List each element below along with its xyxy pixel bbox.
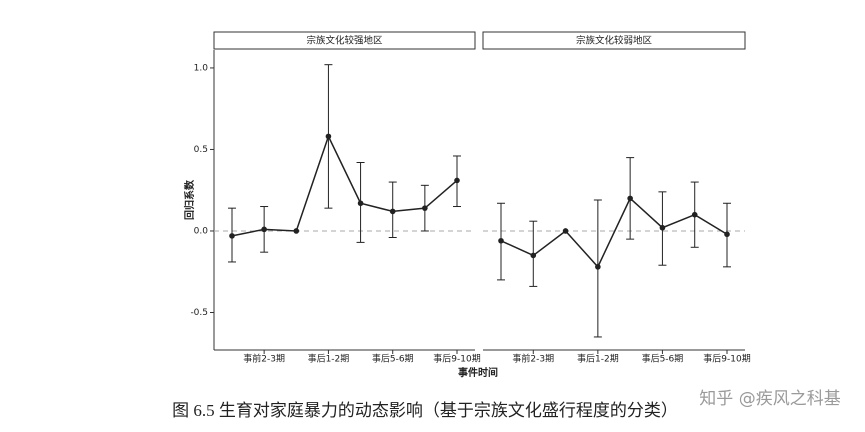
point <box>325 133 332 140</box>
point <box>422 205 428 211</box>
y-tick-label: 0.0 <box>194 226 209 236</box>
point <box>659 224 666 231</box>
y-tick-label: -0.5 <box>190 308 208 318</box>
point <box>293 228 300 234</box>
strip-title: 宗族文化较强地区 <box>306 35 383 47</box>
x-tick-label: 事后5-6期 <box>372 353 414 365</box>
point <box>229 233 235 239</box>
x-tick-label: 事后1-2期 <box>577 353 619 365</box>
point <box>389 208 396 215</box>
x-tick-label: 事后9-10期 <box>433 353 480 365</box>
y-tick-label: 0.5 <box>194 145 208 155</box>
y-tick-label: 1.0 <box>194 63 209 73</box>
strip-title: 宗族文化较弱地区 <box>576 35 653 47</box>
x-tick-label: 事后9-10期 <box>703 353 750 365</box>
x-tick-label: 事前2-3期 <box>243 353 285 365</box>
point <box>530 252 537 259</box>
x-tick-label: 事后1-2期 <box>308 353 350 365</box>
y-axis-label: 回归系数 <box>183 179 196 220</box>
strip <box>482 31 746 50</box>
point <box>357 200 364 207</box>
point <box>454 177 460 184</box>
point <box>261 226 267 233</box>
point <box>724 231 730 238</box>
point <box>562 228 569 234</box>
x-axis-label: 事件时间 <box>458 366 498 379</box>
x-tick-label: 事后5-6期 <box>642 353 684 365</box>
point <box>498 237 504 244</box>
caption: 图 6.5 生育对家庭暴力的动态影响（基于宗族文化盛行程度的分类） <box>172 401 678 420</box>
x-tick-label: 事前2-3期 <box>512 353 554 365</box>
line <box>231 134 458 237</box>
point <box>691 211 698 218</box>
watermark: 知乎 @疾风之科基 <box>699 389 840 409</box>
point <box>595 264 601 270</box>
point <box>627 195 633 202</box>
line <box>500 197 728 269</box>
strip <box>213 31 476 50</box>
